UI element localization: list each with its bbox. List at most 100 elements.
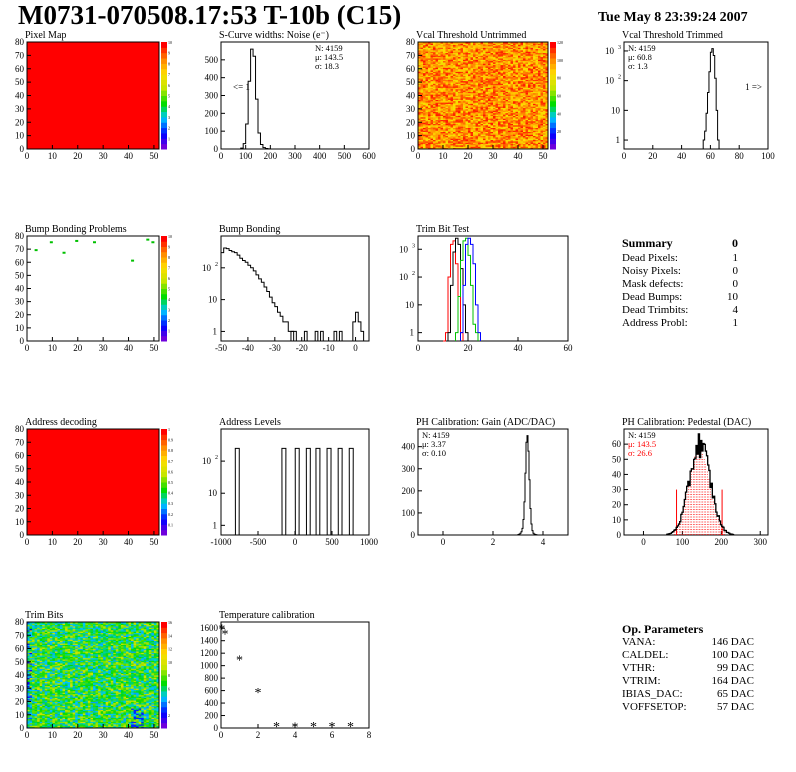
heatmap-cell xyxy=(495,128,499,131)
heatmap-cell xyxy=(473,88,476,91)
heatmap-cell xyxy=(500,62,504,64)
heatmap-cell xyxy=(423,110,426,112)
heatmap-cell xyxy=(473,111,476,114)
heatmap-cell xyxy=(453,120,456,123)
heatmap-cell xyxy=(448,131,451,134)
heatmap-cell xyxy=(438,63,441,66)
heatmap-cell xyxy=(513,138,516,141)
heatmap-cell xyxy=(438,138,441,141)
heatmap-cell xyxy=(438,112,441,115)
heatmap-cell xyxy=(450,118,454,120)
heatmap-cell xyxy=(518,42,521,44)
heatmap-cell xyxy=(29,694,33,697)
heatmap-cell xyxy=(423,94,426,96)
heatmap-cell xyxy=(500,71,504,74)
heatmap-cell xyxy=(450,104,454,107)
heatmap-cell xyxy=(455,56,459,59)
heatmap-cell xyxy=(475,104,479,107)
heatmap-cell xyxy=(483,83,486,86)
heatmap-cell xyxy=(453,102,456,104)
heatmap-cell xyxy=(530,84,534,87)
heatmap-cell xyxy=(545,66,549,68)
heatmap-cell xyxy=(485,96,489,99)
heatmap-cell xyxy=(465,79,469,82)
heatmap-cell xyxy=(545,112,549,115)
heatmap-cell xyxy=(450,103,454,106)
heatmap-cell xyxy=(465,135,469,138)
x-tick-label: 50 xyxy=(539,151,549,161)
heatmap-cell xyxy=(485,54,489,56)
heatmap-cell xyxy=(515,123,519,126)
palette-swatch xyxy=(550,68,556,75)
heatmap-cell xyxy=(528,138,531,141)
heatmap-cell xyxy=(470,80,474,83)
page-title: M0731-070508.17:53 T-10b (C15) xyxy=(18,0,402,30)
heatmap-cell xyxy=(428,104,431,107)
heatmap-cell xyxy=(520,108,524,111)
heatmap-cell xyxy=(473,130,476,133)
heatmap-cell xyxy=(445,87,449,90)
heatmap-cell xyxy=(450,90,454,92)
heatmap-cell xyxy=(29,675,33,677)
heatmap-cell xyxy=(478,63,481,66)
heatmap-cell xyxy=(435,120,439,123)
heatmap-cell xyxy=(535,43,539,46)
heatmap-cell xyxy=(453,126,456,128)
heatmap-cell xyxy=(523,122,526,124)
heatmap-cell xyxy=(493,46,496,48)
heatmap-cell xyxy=(475,112,479,115)
heatmap-cell xyxy=(463,91,466,94)
heatmap-cell xyxy=(545,79,549,82)
heatmap-cell xyxy=(32,718,36,721)
palette-swatch xyxy=(161,450,167,456)
heatmap-cell xyxy=(545,44,549,47)
heatmap-cell xyxy=(540,86,544,88)
heatmap-cell xyxy=(520,132,524,135)
heatmap-cell xyxy=(505,98,509,100)
heatmap-cell xyxy=(435,107,439,110)
heatmap-cell xyxy=(473,74,476,76)
heatmap-cell xyxy=(533,67,536,70)
heatmap-cell xyxy=(430,66,434,68)
heatmap-cell xyxy=(500,75,504,78)
heatmap-cell xyxy=(463,126,466,128)
heatmap-cell xyxy=(438,134,441,137)
heatmap-cell xyxy=(443,119,446,122)
heatmap-cell xyxy=(465,66,469,68)
heatmap-cell xyxy=(27,701,30,704)
heatmap-cell xyxy=(438,50,441,52)
heatmap-cell xyxy=(418,84,421,87)
heatmap-cell xyxy=(515,136,519,139)
heatmap-cell xyxy=(463,119,466,122)
heatmap-cell xyxy=(430,83,434,86)
palette-swatch xyxy=(161,241,167,247)
heatmap-cell xyxy=(29,705,33,708)
heatmap-cell xyxy=(428,79,431,82)
heatmap-cell xyxy=(450,122,454,124)
palette-swatch xyxy=(161,320,167,326)
heatmap-cell xyxy=(515,99,519,102)
heatmap-cell xyxy=(543,63,546,66)
heatmap-cell xyxy=(503,140,506,143)
heatmap-cell xyxy=(460,94,464,96)
heatmap-cell xyxy=(423,134,426,137)
heatmap-cell xyxy=(498,52,501,55)
heatmap-cell xyxy=(453,115,456,118)
heatmap-cell xyxy=(443,114,446,116)
heatmap-cell xyxy=(538,54,541,56)
heatmap-cell xyxy=(480,135,484,138)
heatmap-cell xyxy=(27,680,30,683)
heatmap-cell xyxy=(520,91,524,94)
heatmap-cell xyxy=(473,142,476,145)
heatmap-cell xyxy=(498,72,501,75)
heatmap-cell xyxy=(488,135,491,138)
heatmap-cell xyxy=(455,50,459,52)
heatmap-cell xyxy=(34,676,38,679)
heatmap-cell xyxy=(505,130,509,133)
heatmap-cell xyxy=(453,122,456,124)
heatmap-cell xyxy=(508,110,511,112)
heatmap-cell xyxy=(538,52,541,55)
heatmap-cell xyxy=(513,64,516,67)
heatmap-cell xyxy=(453,58,456,60)
heatmap-cell xyxy=(29,659,33,661)
